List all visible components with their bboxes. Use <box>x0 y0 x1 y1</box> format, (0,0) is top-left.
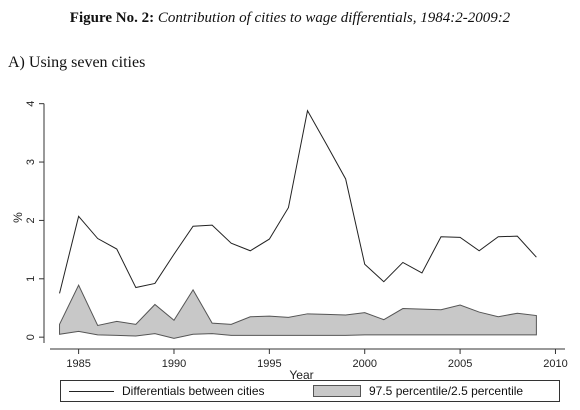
differentials-line <box>59 109 537 294</box>
y-tick-label: 3 <box>25 159 37 165</box>
legend-line-label: Differentials between cities <box>122 384 265 398</box>
y-axis-label: % <box>11 212 25 223</box>
legend-band-swatch <box>313 385 361 397</box>
line-layer <box>59 109 537 294</box>
panel-title: A) Using seven cities <box>8 54 146 71</box>
x-axis-label: Year <box>289 368 313 382</box>
legend-band-label: 97.5 percentile/2.5 percentile <box>369 384 524 398</box>
percentile-band <box>59 284 537 339</box>
legend-line-swatch <box>69 390 114 392</box>
figure-label: Figure No. 2: <box>69 10 155 26</box>
x-tick-label: 2000 <box>352 358 376 370</box>
band-layer <box>59 284 537 339</box>
y-tick-label: 1 <box>25 276 37 282</box>
legend: Differentials between cities 97.5 percen… <box>60 380 560 402</box>
x-tick-label: 2005 <box>448 358 472 370</box>
y-tick-label: 4 <box>25 101 37 107</box>
figure-caption: Contribution of cities to wage different… <box>157 10 511 26</box>
legend-item-band: 97.5 percentile/2.5 percentile <box>313 384 523 398</box>
x-tick-label: 1985 <box>66 358 90 370</box>
x-tick-label: 1995 <box>257 358 281 370</box>
axis-layer: 1985 1990 1995 2000 2005 2010 Year 0 1 2 3 4% <box>11 101 568 382</box>
figure-title: Figure No. 2: Contribution of cities to … <box>0 10 580 27</box>
x-tick-label: 1990 <box>162 358 186 370</box>
x-tick-label: 2010 <box>543 358 567 370</box>
legend-item-line: Differentials between cities <box>69 384 265 398</box>
y-tick-label: 2 <box>25 217 37 223</box>
y-tick-label: 0 <box>25 334 37 340</box>
